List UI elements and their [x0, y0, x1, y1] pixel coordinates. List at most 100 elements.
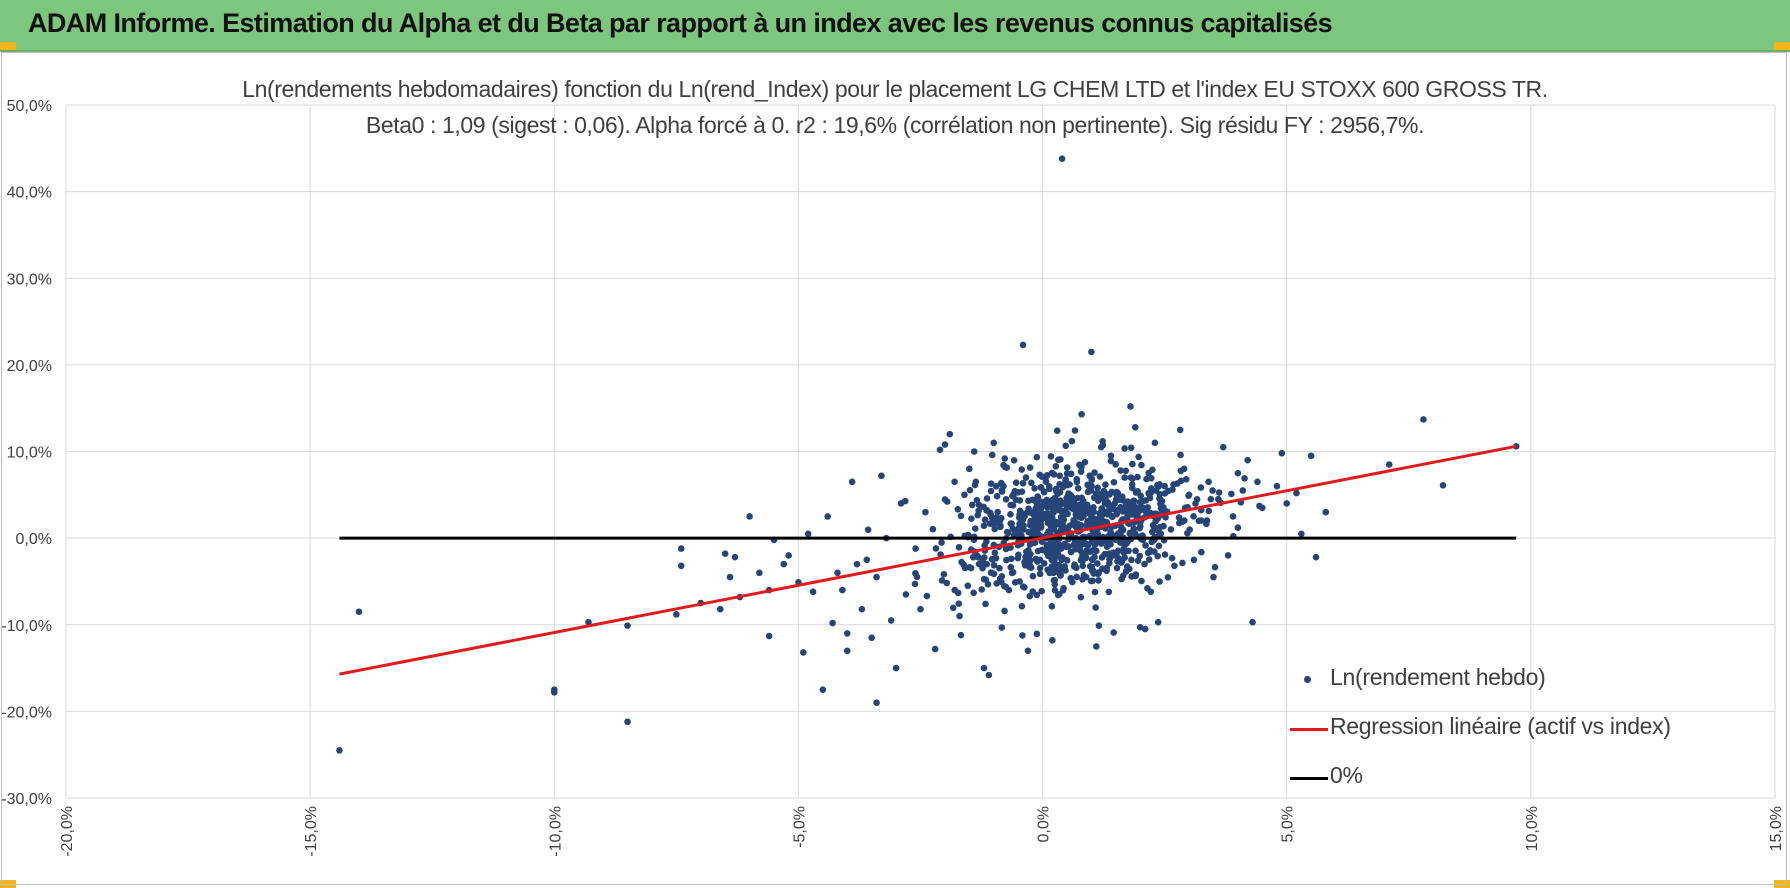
- scatter-point: [677, 545, 685, 552]
- scatter-point: [756, 569, 763, 577]
- scatter-point: [1127, 403, 1134, 410]
- scatter-point: [966, 465, 973, 473]
- scatter-point: [982, 576, 990, 583]
- scatter-point: [923, 592, 931, 600]
- scatter-point: [1256, 502, 1263, 510]
- scatter-point: [839, 586, 846, 594]
- scatter-point: [1095, 577, 1102, 584]
- scatter-point: [1051, 495, 1059, 502]
- scatter-point: [922, 508, 929, 516]
- scatter-point: [1176, 426, 1184, 434]
- scatter-point: [938, 539, 945, 546]
- scatter-point: [824, 513, 832, 520]
- scatter-point: [951, 478, 958, 486]
- scatter-point: [991, 525, 999, 533]
- scatter-point: [1115, 496, 1123, 504]
- scatter-point: [996, 564, 1003, 572]
- y-tick-label: -10,0%: [1, 618, 52, 635]
- scatter-point: [1060, 584, 1067, 592]
- scatter-point: [1170, 481, 1177, 488]
- scatter-point: [1185, 492, 1192, 499]
- scatter-point: [1033, 520, 1040, 528]
- scatter-point: [1019, 632, 1026, 639]
- scatter-point: [1197, 484, 1205, 491]
- scatter-point: [1021, 558, 1029, 566]
- scatter-point: [1108, 488, 1116, 496]
- scatter-point: [1177, 477, 1185, 485]
- scatter-point: [1077, 593, 1085, 601]
- y-tick-label: 10,0%: [7, 445, 52, 462]
- legend-line-marker-red: [1290, 728, 1328, 731]
- scatter-point: [1091, 469, 1098, 476]
- scatter-point: [1161, 482, 1168, 490]
- scatter-point: [1177, 467, 1185, 475]
- scatter-point: [1063, 494, 1071, 502]
- scatter-point: [1145, 469, 1152, 477]
- scatter-point: [1018, 602, 1026, 610]
- scatter-point: [946, 430, 954, 438]
- scatter-point: [1181, 517, 1188, 524]
- scatter-point: [1205, 507, 1213, 515]
- scatter-point: [1420, 416, 1427, 423]
- scatter-point: [1249, 618, 1256, 626]
- y-tick-label: 50,0%: [7, 98, 52, 115]
- scatter-point: [1121, 474, 1129, 481]
- scatter-point: [1034, 547, 1042, 555]
- scatter-point: [1075, 507, 1082, 514]
- scatter-point: [1069, 521, 1076, 528]
- scatter-point: [1094, 560, 1101, 567]
- scatter-point: [1002, 496, 1010, 503]
- scatter-point: [961, 564, 969, 572]
- scatter-point: [1154, 618, 1162, 626]
- scatter-point: [1125, 507, 1132, 515]
- scatter-point: [1070, 563, 1078, 570]
- scatter-point: [981, 542, 988, 549]
- scatter-point: [1165, 487, 1172, 495]
- y-tick-label: 30,0%: [7, 271, 52, 288]
- scatter-point: [1228, 490, 1235, 498]
- scatter-point: [1098, 554, 1106, 561]
- scatter-point: [1022, 474, 1030, 481]
- scatter-point: [987, 487, 995, 495]
- scatter-point: [1126, 530, 1134, 537]
- scatter-point: [843, 630, 851, 637]
- scatter-point: [1132, 423, 1139, 431]
- scatter-point: [975, 507, 982, 515]
- scatter-point: [721, 550, 729, 558]
- scatter-point: [1016, 578, 1023, 585]
- scatter-point: [829, 619, 836, 627]
- scatter-point: [1028, 479, 1035, 487]
- scatter-point: [1112, 461, 1119, 468]
- scatter-point: [1114, 530, 1122, 538]
- scatter-point: [980, 664, 988, 672]
- scatter-point: [991, 549, 999, 557]
- scatter-point: [912, 569, 919, 577]
- x-tick-label: 10,0%: [1524, 806, 1541, 851]
- scatter-point: [1078, 463, 1085, 471]
- scatter-point: [1148, 528, 1156, 536]
- scatter-point: [992, 482, 1000, 490]
- scatter-point: [979, 564, 986, 572]
- scatter-point: [1021, 512, 1028, 520]
- scatter-point: [1129, 460, 1136, 468]
- scatter-point: [1001, 463, 1009, 471]
- scatter-point: [1062, 442, 1070, 450]
- scatter-point: [1058, 155, 1066, 163]
- scatter-point: [1052, 567, 1059, 574]
- x-tick-label: -15,0%: [303, 806, 320, 857]
- scatter-point: [873, 699, 880, 707]
- scatter-point: [1175, 519, 1183, 527]
- scatter-point: [809, 588, 817, 596]
- scatter-point: [1182, 476, 1190, 483]
- scatter-point: [1051, 576, 1059, 584]
- scatter-point: [973, 496, 981, 504]
- scatter-point: [961, 491, 968, 499]
- scatter-point: [1015, 514, 1023, 521]
- scatter-point: [1029, 588, 1037, 595]
- scatter-point: [1139, 497, 1147, 505]
- scatter-point: [902, 591, 910, 598]
- scatter-point: [1109, 502, 1116, 509]
- scatter-point: [1007, 511, 1014, 518]
- scatter-point: [1092, 604, 1099, 611]
- scatter-point: [1024, 647, 1032, 655]
